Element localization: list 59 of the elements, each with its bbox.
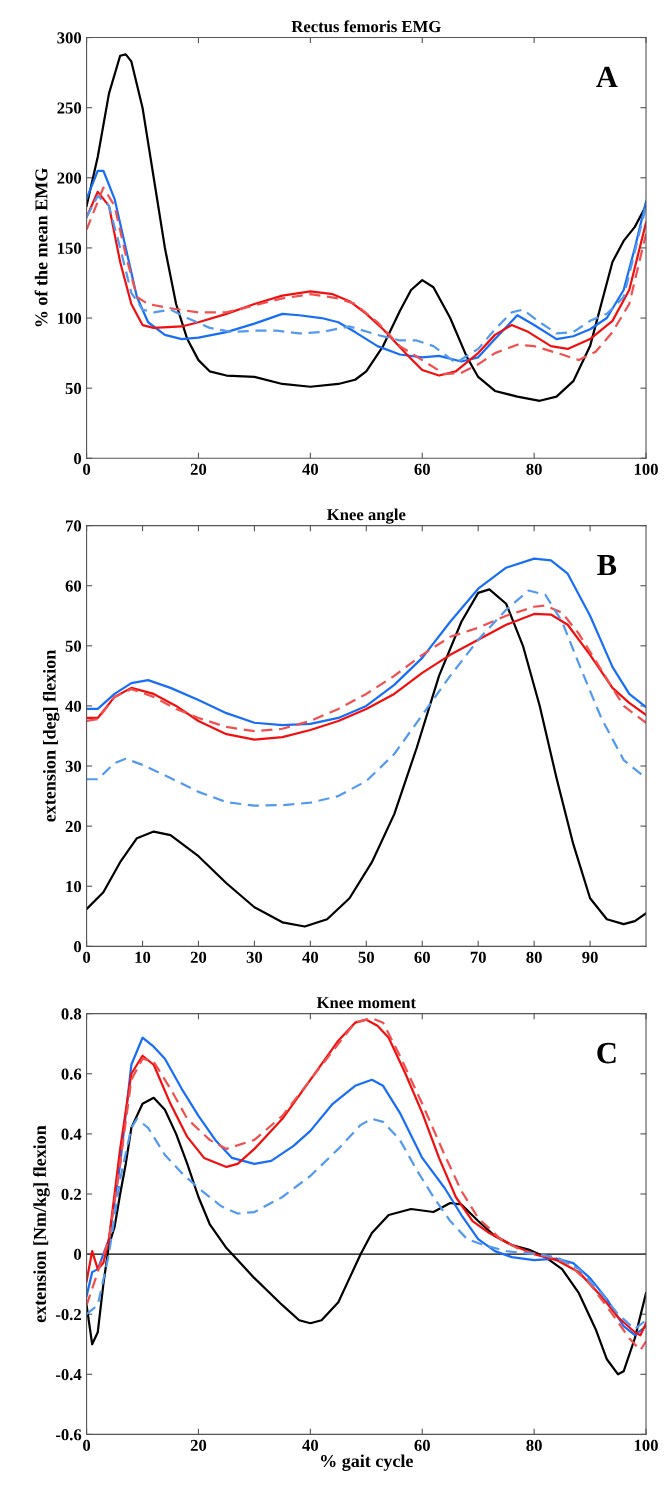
x-tick-label: 20 (190, 1439, 207, 1451)
x-tick-label: 100 (634, 463, 658, 475)
x-tick-label: 0 (83, 951, 91, 963)
y-tick-label: -0.6 (55, 1429, 82, 1441)
y-axis-title: % of the mean EMG (34, 168, 48, 327)
chart-title: Knee angle (327, 508, 406, 524)
line-series (86, 1096, 647, 1376)
chart-title: Knee moment (316, 997, 416, 1009)
x-tick-label: 20 (190, 463, 207, 475)
y-tick-label: 0.2 (61, 1188, 81, 1201)
annotation: B (597, 555, 617, 576)
y-tick-label: 20 (65, 820, 82, 833)
chart-title: Rectus femoris EMG (291, 20, 441, 33)
y-tick-label: 10 (66, 880, 82, 893)
y-tick-label: -0.2 (55, 1308, 81, 1321)
y-tick-label: 300 (57, 32, 82, 44)
x-tick-label: 60 (414, 463, 430, 475)
y-tick-label: 50 (65, 382, 82, 395)
annotation: A (596, 66, 618, 87)
line-series (86, 557, 647, 727)
y-tick-label: 70 (66, 520, 82, 532)
y-tick-label: 150 (58, 242, 82, 254)
y-tick-label: 0.8 (61, 1008, 82, 1020)
x-tick-label: 70 (470, 951, 486, 963)
x-tick-label: 40 (302, 463, 319, 475)
y-tick-label: 100 (58, 312, 82, 324)
x-tick-label: 30 (246, 951, 263, 963)
x-tick-label: 10 (135, 951, 151, 963)
y-tick-label: 40 (65, 700, 82, 712)
x-tick-label: 0 (83, 1439, 91, 1451)
y-axis-title: extension [Nm/kg] flexion (33, 1125, 50, 1323)
x-tick-label: 40 (302, 1439, 319, 1451)
line-series (86, 1117, 647, 1331)
x-tick-label: 90 (582, 951, 598, 963)
y-axis-title: extension [deg] flexion (42, 649, 60, 822)
x-tick-label: 0 (83, 463, 91, 475)
y-tick-label: 0 (74, 1248, 82, 1261)
y-tick-label: 30 (65, 760, 82, 772)
line-series (86, 588, 647, 928)
y-tick-label: -0.4 (55, 1369, 82, 1381)
y-tick-label: 60 (65, 580, 82, 592)
annotation: C (597, 1042, 616, 1064)
y-tick-label: 200 (57, 172, 82, 184)
y-tick-label: 250 (57, 102, 82, 114)
x-tick-label: 60 (414, 1439, 430, 1451)
y-tick-label: 50 (65, 640, 82, 652)
x-tick-label: 100 (634, 1439, 658, 1451)
y-tick-label: 0.4 (61, 1128, 82, 1140)
x-tick-label: 80 (526, 463, 542, 475)
y-tick-label: 0 (74, 941, 82, 953)
x-tick-label: 80 (526, 1439, 542, 1451)
x-tick-label: 40 (302, 951, 319, 963)
y-tick-label: 0.6 (61, 1068, 82, 1080)
x-tick-label: 20 (190, 951, 207, 963)
y-tick-label: 0 (74, 452, 82, 465)
x-tick-label: 80 (526, 951, 542, 963)
x-tick-label: 60 (414, 951, 430, 963)
x-tick-label: 50 (358, 951, 374, 963)
x-axis-title: % gait cycle (321, 1454, 413, 1471)
